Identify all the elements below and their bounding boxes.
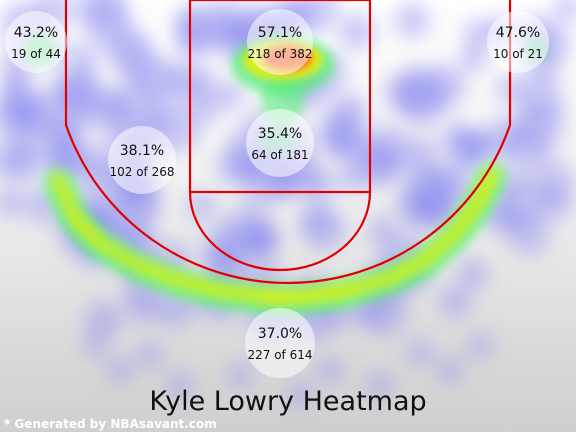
- heat-blob: [457, 258, 489, 290]
- heat-blob: [70, 42, 99, 71]
- heat-blob: [224, 205, 272, 252]
- heat-blob: [501, 123, 551, 173]
- chart-title: Kyle Lowry Heatmap: [149, 386, 426, 417]
- heat-blob: [60, 88, 101, 129]
- zone-percentage: 57.1%: [258, 25, 302, 41]
- heat-blob: [105, 355, 135, 385]
- heat-blob: [0, 187, 26, 218]
- zone-made-attempts: 227 of 614: [247, 348, 312, 362]
- zone-made-attempts: 218 of 382: [247, 47, 312, 61]
- heat-layer-mid: [24, 34, 548, 316]
- zone-percentage: 35.4%: [258, 126, 302, 142]
- zone-made-attempts: 64 of 181: [251, 148, 308, 162]
- zone-left-corner-three: 43.2% 19 of 44: [5, 11, 67, 73]
- heat-blob: [438, 285, 473, 319]
- heat-blob: [82, 142, 117, 177]
- heat-blob: [84, 300, 123, 339]
- heat-blob: [538, 186, 573, 221]
- zone-made-attempts: 102 of 268: [109, 165, 174, 179]
- zone-bubble: [245, 308, 315, 378]
- zone-restricted-area: 57.1% 218 of 382: [247, 9, 313, 75]
- heat-blob: [338, 12, 377, 51]
- heat-blob: [165, 370, 195, 400]
- zone-above-break-three: 37.0% 227 of 614: [245, 308, 315, 378]
- heat-blob: [174, 22, 211, 58]
- zone-bubble: [108, 126, 176, 194]
- zone-made-attempts: 19 of 44: [11, 47, 61, 61]
- heat-blob: [458, 43, 488, 73]
- zone-percentage: 37.0%: [258, 326, 302, 342]
- heat-blob: [409, 167, 457, 214]
- zone-bubble: [247, 9, 313, 75]
- heat-blob: [77, 0, 126, 30]
- heat-blob: [552, 0, 576, 23]
- heat-blob: [135, 340, 165, 370]
- heat-blob: [465, 330, 495, 360]
- zone-left-mid-range: 38.1% 102 of 268: [108, 126, 176, 194]
- zone-right-corner-three: 47.6% 10 of 21: [487, 11, 549, 73]
- heat-blob: [365, 370, 395, 400]
- court-lines: [64, 0, 512, 285]
- heat-blob: [315, 355, 345, 385]
- zone-paint-non-ra: 35.4% 64 of 181: [246, 109, 314, 177]
- heat-blob: [435, 355, 465, 385]
- zone-percentage: 47.6%: [496, 25, 540, 41]
- heat-blob: [301, 207, 347, 253]
- heat-blob: [125, 290, 160, 325]
- heat-blob: [445, 131, 486, 172]
- three-point-line: [64, 0, 512, 285]
- heat-blob: [331, 92, 368, 129]
- zone-labels: 43.2% 19 of 44 57.1% 218 of 382 47.6% 10 of 2…: [5, 9, 549, 378]
- heat-blob: [463, 18, 495, 50]
- heat-blob: [216, 80, 245, 109]
- free-throw-circle: [188, 191, 372, 272]
- heat-blob: [393, 2, 431, 39]
- zone-bubble: [5, 11, 67, 73]
- heat-blob: [206, 241, 239, 274]
- zone-percentage: 38.1%: [120, 143, 164, 159]
- heat-blob: [160, 61, 202, 102]
- heat-blob: [285, 380, 315, 410]
- heat-blob: [424, 64, 467, 108]
- heat-blob: [4, 143, 44, 183]
- heat-blob: [405, 135, 440, 170]
- heat-blob: [363, 146, 394, 177]
- heat-blob: [483, 165, 501, 183]
- heat-blob: [514, 76, 565, 126]
- heat-blob: [366, 215, 396, 244]
- heat-blob: [225, 360, 255, 390]
- zone-bubble: [487, 11, 549, 73]
- paint-key: [188, 0, 372, 194]
- heat-blob: [207, 16, 239, 48]
- heat-blob: [114, 38, 159, 83]
- heat-blob: [80, 330, 110, 360]
- credit-text: * Generated by NBAsavant.com: [4, 417, 217, 431]
- zone-percentage: 43.2%: [14, 25, 58, 41]
- heat-blob: [405, 337, 435, 367]
- zone-made-attempts: 10 of 21: [493, 47, 543, 61]
- zone-bubble: [246, 109, 314, 177]
- heat-blob: [337, 162, 367, 192]
- heat-blob: [383, 71, 426, 114]
